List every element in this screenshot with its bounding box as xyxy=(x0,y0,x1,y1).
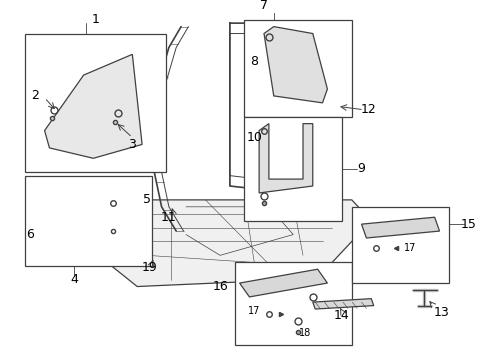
Text: 1: 1 xyxy=(92,13,100,26)
Text: 17: 17 xyxy=(247,306,260,316)
Text: 2: 2 xyxy=(31,89,39,102)
Bar xyxy=(234,262,351,346)
Bar xyxy=(244,117,341,221)
Polygon shape xyxy=(259,123,312,193)
Polygon shape xyxy=(264,27,327,103)
Text: 3: 3 xyxy=(128,138,136,151)
Polygon shape xyxy=(312,299,373,309)
Bar xyxy=(25,176,152,266)
Text: 8: 8 xyxy=(250,55,258,68)
Text: 16: 16 xyxy=(212,280,227,293)
Bar xyxy=(244,20,351,117)
Polygon shape xyxy=(88,200,370,287)
Polygon shape xyxy=(44,54,142,158)
Text: 9: 9 xyxy=(357,162,365,175)
Text: 18: 18 xyxy=(299,328,311,338)
Text: 15: 15 xyxy=(460,218,476,231)
Text: 13: 13 xyxy=(433,306,449,319)
Text: 10: 10 xyxy=(246,131,262,144)
Polygon shape xyxy=(239,269,327,297)
Text: 4: 4 xyxy=(70,273,78,286)
Text: 17: 17 xyxy=(403,243,416,253)
Text: 14: 14 xyxy=(333,310,349,323)
Text: 7: 7 xyxy=(260,0,267,12)
Bar xyxy=(351,207,448,283)
Text: 6: 6 xyxy=(26,228,34,241)
Polygon shape xyxy=(361,217,439,238)
Text: 12: 12 xyxy=(360,103,376,116)
Text: 11: 11 xyxy=(161,211,177,224)
Text: 5: 5 xyxy=(142,193,151,206)
Bar xyxy=(25,33,166,172)
Text: 19: 19 xyxy=(141,261,157,274)
